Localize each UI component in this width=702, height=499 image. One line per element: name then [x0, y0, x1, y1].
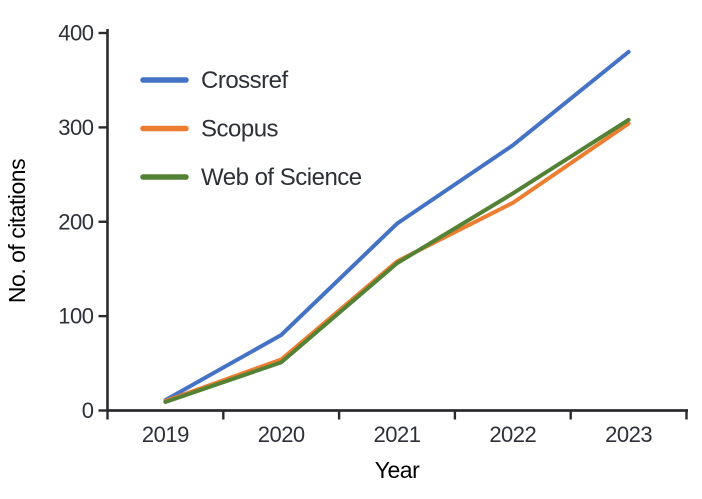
y-tick-label: 0	[82, 398, 94, 423]
series-line-crossref	[163, 49, 631, 403]
y-tick-label: 200	[58, 209, 93, 234]
x-tick-label: 2022	[489, 422, 536, 447]
legend-label-crossref: Crossref	[201, 67, 289, 94]
x-axis-title: Year	[375, 457, 420, 483]
y-axis-title: No. of citations	[4, 159, 30, 303]
y-tick-label: 400	[58, 21, 93, 46]
y-tick-label: 100	[58, 304, 93, 329]
chart-legend: Crossref Scopus Web of Science	[140, 67, 362, 191]
legend-label-scopus: Scopus	[201, 116, 279, 143]
y-tick-label: 300	[58, 115, 93, 140]
series-line-web-of-science	[163, 117, 631, 405]
x-tick-label: 2019	[142, 422, 189, 447]
x-tick-label: 2021	[374, 422, 421, 447]
legend-label-web-of-science: Web of Science	[201, 164, 362, 191]
x-tick-label: 2023	[605, 422, 652, 447]
axes-layer: 0 100 200 300 400 2019 2020 2021 2022 2023	[58, 21, 688, 447]
x-tick-label: 2020	[258, 422, 305, 447]
series-layer	[163, 49, 631, 405]
